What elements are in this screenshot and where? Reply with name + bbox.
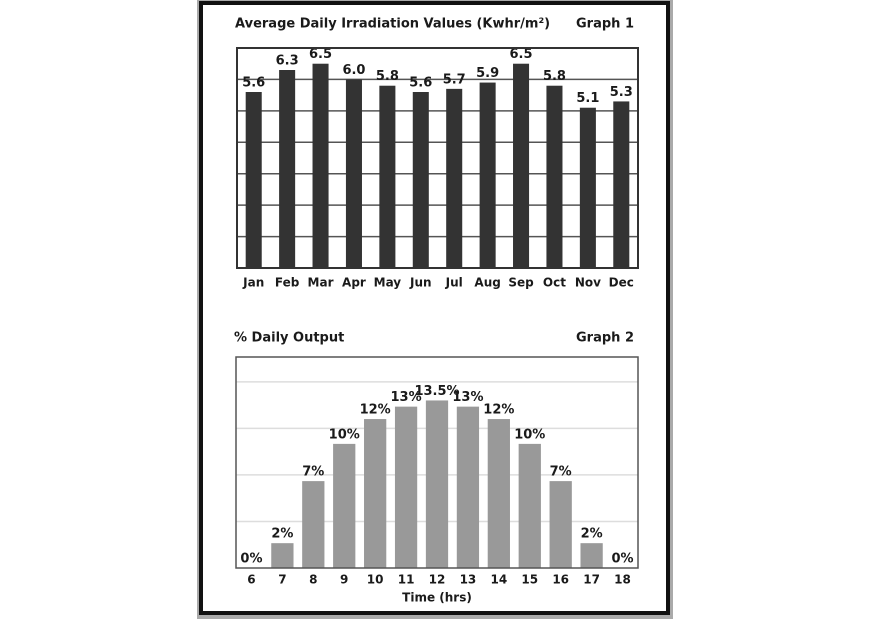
value-label: 6.5 — [510, 47, 533, 62]
x-tick-label: Sep — [508, 276, 534, 290]
x-tick-label: 12 — [429, 573, 446, 587]
bar — [546, 85, 563, 268]
value-label: 7% — [550, 465, 572, 480]
x-tick-label: Oct — [543, 276, 566, 290]
value-label: 7% — [302, 465, 324, 480]
bar — [487, 419, 510, 568]
bar — [549, 481, 572, 568]
x-tick-label: 10 — [367, 573, 384, 587]
value-label: 5.8 — [543, 69, 566, 84]
bar — [345, 79, 362, 268]
x-tick-label: 7 — [278, 573, 286, 587]
bar — [279, 70, 296, 268]
value-label: 12% — [483, 403, 514, 418]
value-label: 6.3 — [276, 54, 299, 69]
x-tick-label: 14 — [490, 573, 507, 587]
x-tick-label: Jun — [409, 276, 432, 290]
chart-title: Average Daily Irradiation Values (Kwhr/m… — [235, 17, 550, 32]
x-tick-label: 16 — [552, 573, 569, 587]
value-label: 13% — [452, 390, 483, 405]
value-label: 0% — [240, 552, 262, 567]
value-label: 5.9 — [476, 66, 499, 81]
x-tick-label: Dec — [609, 276, 634, 290]
value-label: 10% — [329, 427, 360, 442]
x-tick-label: 17 — [583, 573, 600, 587]
value-label: 5.7 — [443, 72, 466, 87]
bar — [579, 107, 596, 268]
chart-title: % Daily Output — [234, 331, 344, 346]
bar — [446, 88, 463, 268]
bar — [271, 543, 294, 568]
bar — [479, 82, 496, 268]
x-tick-label: 15 — [521, 573, 538, 587]
bar — [513, 63, 530, 268]
value-label: 2% — [581, 527, 603, 542]
plot-frame — [236, 47, 639, 269]
x-axis-label: Time (hrs) — [402, 591, 472, 605]
plot-frame — [235, 356, 639, 569]
x-tick-label: Apr — [342, 276, 366, 290]
bar — [302, 481, 325, 568]
bar — [518, 443, 541, 568]
x-tick-label: 11 — [398, 573, 415, 587]
x-tick-label: Mar — [308, 276, 334, 290]
value-label: 6.0 — [342, 63, 365, 78]
bar — [412, 92, 429, 268]
x-tick-label: May — [374, 276, 402, 290]
x-tick-label: Jan — [242, 276, 264, 290]
x-tick-label: 8 — [309, 573, 317, 587]
value-label: 5.3 — [610, 85, 633, 100]
x-tick-label: Aug — [474, 276, 500, 290]
bar — [580, 543, 603, 568]
value-label: 5.6 — [242, 76, 265, 91]
bar — [394, 406, 418, 568]
value-label: 12% — [360, 403, 391, 418]
x-tick-label: 13 — [460, 573, 477, 587]
x-tick-label: 6 — [247, 573, 255, 587]
bar — [245, 92, 262, 268]
bar — [312, 63, 329, 268]
x-tick-label: Jul — [445, 276, 463, 290]
value-label: 5.1 — [576, 91, 599, 106]
value-label: 0% — [611, 552, 633, 567]
bar — [379, 85, 396, 268]
graph-label: Graph 2 — [576, 331, 634, 346]
x-tick-label: 18 — [614, 573, 631, 587]
bar — [456, 406, 480, 568]
x-tick-label: 9 — [340, 573, 348, 587]
bar — [364, 419, 387, 568]
value-label: 5.6 — [409, 76, 432, 91]
bar — [613, 101, 630, 268]
graph-label: Graph 1 — [576, 17, 634, 32]
value-label: 13% — [391, 390, 422, 405]
value-label: 2% — [271, 527, 293, 542]
bar — [333, 443, 356, 568]
value-label: 10% — [514, 427, 545, 442]
value-label: 5.8 — [376, 69, 399, 84]
x-tick-label: Nov — [575, 276, 601, 290]
plot-area — [237, 48, 638, 268]
value-label: 13.5% — [414, 384, 459, 399]
x-tick-label: Feb — [275, 276, 300, 290]
bar — [425, 400, 449, 568]
value-label: 6.5 — [309, 47, 332, 62]
